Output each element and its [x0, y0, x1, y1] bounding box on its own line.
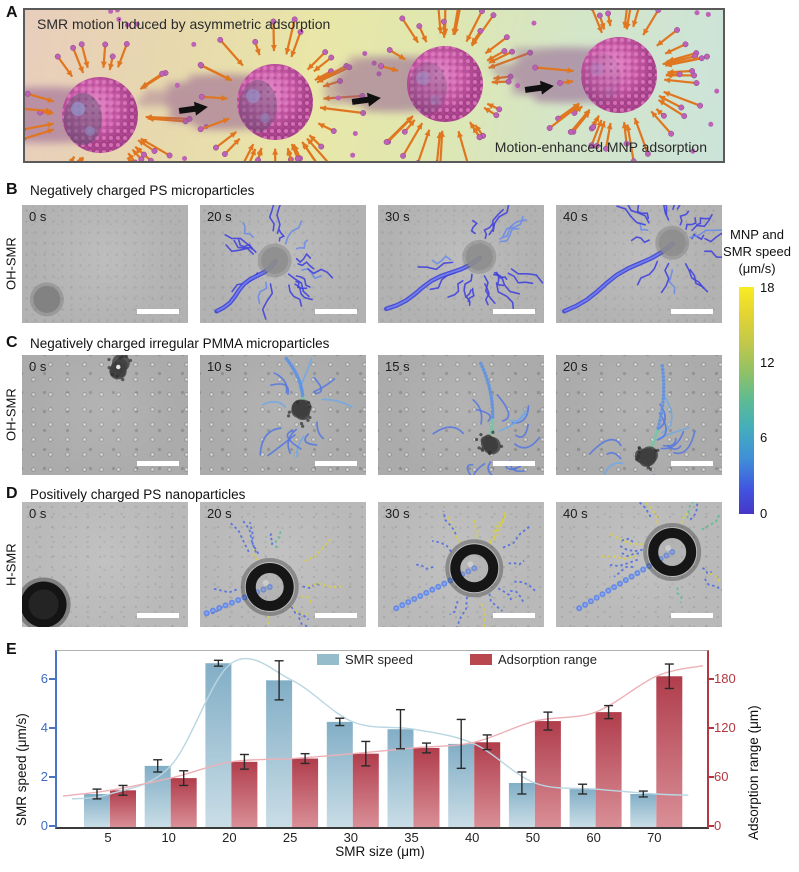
panel-a-schematic: SMR motion induced by asymmetric adsorpt…	[23, 8, 725, 163]
colorbar-tick-12: 12	[760, 355, 775, 370]
x-axis-tick-35: 35	[404, 830, 419, 845]
scale-bar	[493, 461, 535, 466]
smr-schematic-drawing	[25, 10, 720, 161]
left-axis-tick-0: 0	[40, 818, 48, 833]
left-axis-tickmark	[49, 678, 55, 681]
left-axis-tickmark	[49, 776, 55, 779]
micrograph-c-15s: 15 s	[378, 355, 544, 475]
row-label-oh-smr-c: OH-SMR	[3, 388, 19, 442]
right-axis-tick-180: 180	[714, 671, 736, 687]
legend-swatch-smr-speed	[317, 654, 339, 665]
time-label: 15 s	[385, 359, 410, 374]
x-axis-tick-20: 20	[222, 830, 237, 845]
micrograph-c-20s: 20 s	[556, 355, 722, 475]
time-label: 30 s	[385, 506, 410, 521]
scale-bar	[137, 461, 179, 466]
time-label: 40 s	[563, 506, 588, 521]
panel-a-title: SMR motion induced by asymmetric adsorpt…	[37, 16, 331, 32]
right-axis-tick-120: 120	[714, 720, 736, 736]
scale-bar	[137, 613, 179, 618]
scale-bar	[137, 309, 179, 314]
scale-bar	[493, 309, 535, 314]
micrograph-b-0s: 0 s	[22, 205, 188, 323]
time-label: 0 s	[29, 506, 47, 521]
x-axis-tick-5: 5	[104, 830, 112, 845]
colorbar-label-line2: SMR speed	[723, 244, 791, 259]
panel-e-chart: SMR speed (μm/s) Adsorption range (μm) S…	[0, 640, 799, 872]
panel-d-letter: D	[6, 485, 18, 502]
colorbar-tick-6: 6	[760, 430, 768, 445]
micrograph-b-40s: 40 s	[556, 205, 722, 323]
scale-bar	[671, 461, 713, 466]
x-axis-tick-30: 30	[343, 830, 359, 845]
right-axis-tick-60: 60	[714, 769, 729, 785]
legend-swatch-adsorption-range	[470, 654, 492, 665]
micrograph-d-40s: 40 s	[556, 502, 722, 627]
right-axis-tickmark	[707, 825, 714, 827]
panel-e-letter: E	[6, 641, 17, 658]
right-axis-tickmark	[707, 727, 714, 730]
micrograph-d-20s: 20 s	[200, 502, 366, 627]
panel-b-title: Negatively charged PS microparticles	[30, 183, 255, 198]
x-axis-tick-50: 50	[525, 830, 541, 845]
x-axis-tick-40: 40	[464, 830, 480, 845]
chart-plot-area	[55, 650, 709, 829]
time-label: 40 s	[563, 209, 588, 224]
colorbar-label-line1: MNP and	[730, 227, 784, 242]
panel-a-letter: A	[6, 4, 18, 21]
time-label: 0 s	[29, 209, 47, 224]
time-label: 20 s	[563, 359, 588, 374]
scale-bar	[315, 309, 357, 314]
right-axis-tickmark	[707, 776, 714, 779]
left-axis-tick-6: 6	[40, 671, 48, 687]
right-axis-tickmark	[707, 678, 714, 681]
micrograph-d-0s: 0 s	[22, 502, 188, 627]
left-axis-tick-4: 4	[40, 720, 48, 736]
micrograph-d-30s: 30 s	[378, 502, 544, 627]
x-axis-tick-25: 25	[282, 830, 298, 845]
micrograph-b-30s: 30 s	[378, 205, 544, 323]
panel-d-title: Positively charged PS nanoparticles	[30, 487, 246, 502]
panel-c-title: Negatively charged irregular PMMA microp…	[30, 336, 330, 351]
time-label: 0 s	[29, 359, 47, 374]
time-label: 30 s	[385, 209, 410, 224]
right-axis-tick-0: 0	[714, 818, 722, 833]
left-axis-tickmark	[49, 825, 55, 827]
x-axis-label: SMR size (μm)	[335, 844, 425, 859]
colorbar-label-line3: (μm/s)	[738, 261, 776, 276]
scale-bar	[315, 461, 357, 466]
colorbar-tick-0: 0	[760, 506, 768, 521]
time-label: 20 s	[207, 209, 232, 224]
time-label: 10 s	[207, 359, 232, 374]
micrograph-b-20s: 20 s	[200, 205, 366, 323]
row-label-h-smr: H-SMR	[3, 543, 19, 586]
left-axis-tick-2: 2	[40, 769, 48, 785]
scale-bar	[315, 613, 357, 618]
x-axis-tick-70: 70	[647, 830, 662, 845]
micrograph-c-10s: 10 s	[200, 355, 366, 475]
colorbar-tick-18: 18	[760, 280, 775, 295]
legend-label-smr-speed: SMR speed	[345, 652, 413, 667]
micrograph-c-0s: 0 s	[22, 355, 188, 475]
legend-label-adsorption-range: Adsorption range	[498, 652, 598, 667]
panel-a-caption: Motion-enhanced MNP adsorption	[494, 139, 707, 155]
panel-b-letter: B	[6, 181, 18, 198]
x-axis-tick-60: 60	[586, 830, 601, 845]
scale-bar	[671, 613, 713, 618]
time-label: 20 s	[207, 506, 232, 521]
x-axis-tick-10: 10	[161, 830, 176, 845]
panel-c-letter: C	[6, 334, 18, 351]
scale-bar	[493, 613, 535, 618]
right-axis-label: Adsorption range (μm)	[746, 705, 761, 840]
left-axis-tickmark	[49, 727, 55, 730]
scale-bar	[671, 309, 713, 314]
row-label-oh-smr-b: OH-SMR	[3, 237, 19, 291]
speed-colorbar	[739, 287, 754, 514]
